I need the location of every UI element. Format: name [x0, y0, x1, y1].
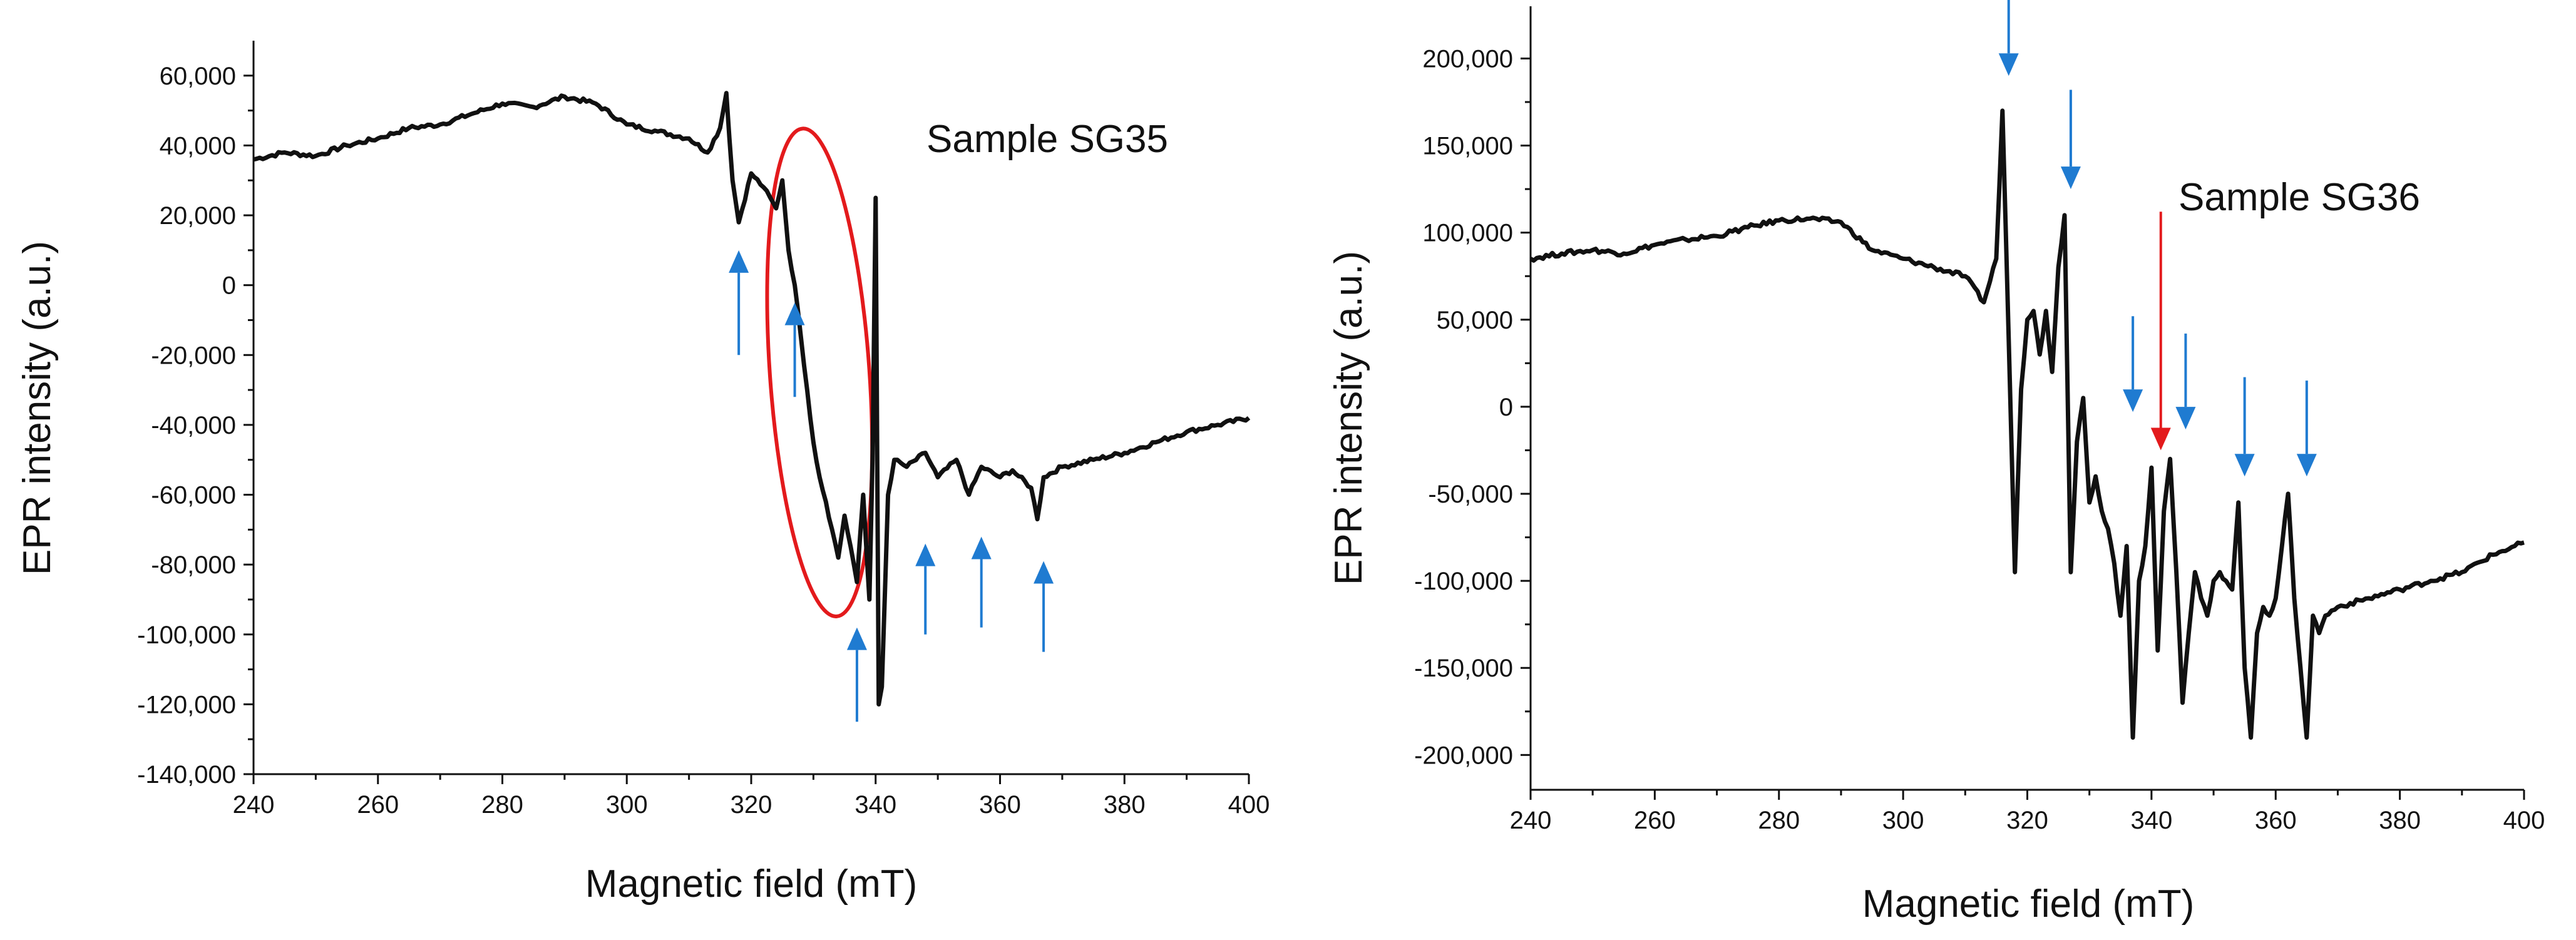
arrow-up-4 — [915, 543, 936, 635]
y-axis-title-sg35: EPR intensity (a.u.) — [16, 241, 59, 575]
y-tick-label: 150,000 — [1422, 133, 1513, 160]
x-tick-label: 320 — [2006, 807, 2048, 834]
x-tick-labels-sg35: 240 260 280 300 320 340 360 380 400 — [233, 791, 1270, 819]
arrow-down-4 — [2150, 212, 2171, 451]
arrow-down-6 — [2234, 377, 2255, 477]
series-sg36 — [1529, 108, 2525, 740]
x-tick-label: 340 — [854, 791, 896, 819]
series-line-sg35 — [253, 91, 1251, 707]
axes-sg35 — [244, 41, 1250, 784]
x-axis-title-sg36: Magnetic field (mT) — [1862, 882, 2195, 926]
y-tick-label: -60,000 — [151, 482, 236, 509]
x-tick-label: 380 — [2379, 807, 2421, 834]
x-tick-label: 280 — [1758, 807, 1800, 834]
arrow-up-5 — [971, 536, 992, 628]
arrows-sg35 — [729, 250, 1054, 722]
y-tick-label: 100,000 — [1422, 220, 1513, 247]
y-tick-label: -40,000 — [151, 412, 236, 439]
y-tick-label: -150,000 — [1414, 655, 1513, 682]
y-tick-label: -50,000 — [1428, 481, 1513, 508]
arrow-up-6 — [1034, 561, 1054, 652]
sample-label-sg35: Sample SG35 — [926, 118, 1168, 161]
series-line-sg36 — [1529, 108, 2525, 740]
arrow-down-5 — [2175, 334, 2196, 430]
arrow-down-1 — [1998, 0, 2019, 76]
x-tick-label: 360 — [979, 791, 1021, 819]
x-tick-label: 400 — [2503, 807, 2545, 834]
x-tick-label: 400 — [1228, 791, 1270, 819]
y-axis-title-sg36: EPR intensity (a.u.) — [1327, 251, 1370, 585]
y-tick-label: -120,000 — [137, 691, 236, 718]
y-tick-label: -20,000 — [151, 342, 236, 369]
y-tick-label: 20,000 — [160, 202, 236, 230]
x-tick-label: 260 — [357, 791, 399, 819]
x-tick-label: 280 — [481, 791, 523, 819]
x-tick-label: 300 — [1882, 807, 1924, 834]
sample-label-sg36: Sample SG36 — [2178, 176, 2420, 219]
y-tick-label: -200,000 — [1414, 742, 1513, 769]
y-tick-label: 0 — [222, 272, 236, 300]
x-tick-label: 260 — [1634, 807, 1676, 834]
x-tick-labels-sg36: 240 260 280 300 320 340 360 380 400 — [1510, 807, 2545, 834]
chart-panel-sg35: 60,000 40,000 20,000 0 -20,000 -40,000 -60,000… — [16, 41, 1270, 906]
arrow-down-2 — [2060, 89, 2081, 190]
y-tick-label: -100,000 — [137, 621, 236, 649]
y-tick-label: 40,000 — [160, 132, 236, 160]
y-tick-label: 200,000 — [1422, 45, 1513, 73]
y-tick-label: 0 — [1499, 394, 1513, 421]
y-tick-label: 60,000 — [160, 63, 236, 90]
y-tick-labels-sg35: 60,000 40,000 20,000 0 -20,000 -40,000 -60,000… — [137, 63, 236, 789]
x-axis-title-sg35: Magnetic field (mT) — [585, 862, 918, 906]
x-tick-label: 380 — [1104, 791, 1146, 819]
x-tick-label: 300 — [606, 791, 648, 819]
y-tick-label: 50,000 — [1437, 307, 1513, 334]
y-tick-label: -100,000 — [1414, 568, 1513, 595]
arrow-down-7 — [2296, 381, 2317, 477]
y-tick-labels-sg36: 200,000 150,000 100,000 50,000 0 -50,000 -100,… — [1414, 45, 1513, 769]
series-sg35 — [253, 91, 1251, 707]
highlight-ellipse — [765, 126, 875, 618]
arrow-up-3 — [846, 627, 867, 722]
x-tick-label: 340 — [2131, 807, 2173, 834]
axes-sg36 — [1521, 6, 2525, 800]
y-tick-label: -80,000 — [151, 551, 236, 579]
arrow-up-1 — [729, 250, 749, 355]
arrow-down-3 — [2123, 316, 2143, 412]
arrows-sg36 — [1998, 0, 2317, 477]
x-tick-label: 240 — [1510, 807, 1552, 834]
chart-panel-sg36: 200,000 150,000 100,000 50,000 0 -50,000 -100,… — [1327, 0, 2545, 926]
x-tick-label: 320 — [731, 791, 772, 819]
ellipse-sg35 — [765, 126, 875, 618]
x-tick-label: 360 — [2255, 807, 2297, 834]
arrow-up-2 — [784, 302, 805, 397]
y-tick-label: -140,000 — [137, 761, 236, 789]
x-tick-label: 240 — [233, 791, 275, 819]
